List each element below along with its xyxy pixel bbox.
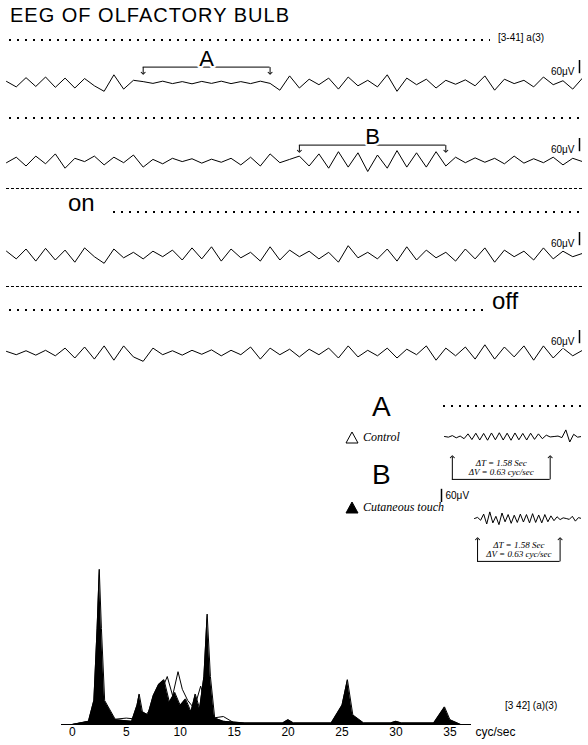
html-text:Cutaneous touch: Cutaneous touch (363, 500, 444, 514)
html-text:B: B (372, 459, 391, 490)
svg-text:cyc/sec: cyc/sec (476, 725, 516, 739)
svg-text:ΔT = 1.58 Sec: ΔT = 1.58 Sec (475, 458, 527, 469)
svg-text:60μV: 60μV (551, 144, 575, 155)
svg-text:B: B (365, 124, 380, 149)
html-text:[3-41] a(3): [3-41] a(3) (498, 32, 545, 43)
svg-text:30: 30 (389, 725, 403, 739)
svg-text:ΔT = 1.58 Sec: ΔT = 1.58 Sec (493, 540, 545, 551)
html-text:off: off (492, 287, 519, 314)
html-text:EEG OF OLFACTORY BULB: EEG OF OLFACTORY BULB (10, 4, 290, 26)
html-text:[3 42] (a)(3): [3 42] (a)(3) (505, 700, 558, 711)
svg-text:15: 15 (227, 725, 241, 739)
svg-text:60μV: 60μV (551, 238, 575, 249)
svg-text:0: 0 (69, 725, 76, 739)
svg-text:60μV: 60μV (551, 336, 575, 347)
svg-text:ΔV = 0.63 cyc/sec: ΔV = 0.63 cyc/sec (485, 549, 551, 559)
html-text:Control: Control (363, 430, 400, 444)
html-text:on: on (68, 189, 95, 216)
svg-text:A: A (199, 46, 214, 71)
svg-text:25: 25 (335, 725, 349, 739)
svg-text:ΔV = 0.63 cyc/sec: ΔV = 0.63 cyc/sec (468, 467, 534, 477)
html-text:A: A (372, 391, 391, 422)
svg-text:60μV: 60μV (446, 490, 470, 501)
svg-text:60μV: 60μV (551, 66, 575, 77)
svg-text:35: 35 (443, 725, 457, 739)
svg-text:20: 20 (281, 725, 295, 739)
svg-text:5: 5 (123, 725, 130, 739)
svg-text:10: 10 (174, 725, 188, 739)
